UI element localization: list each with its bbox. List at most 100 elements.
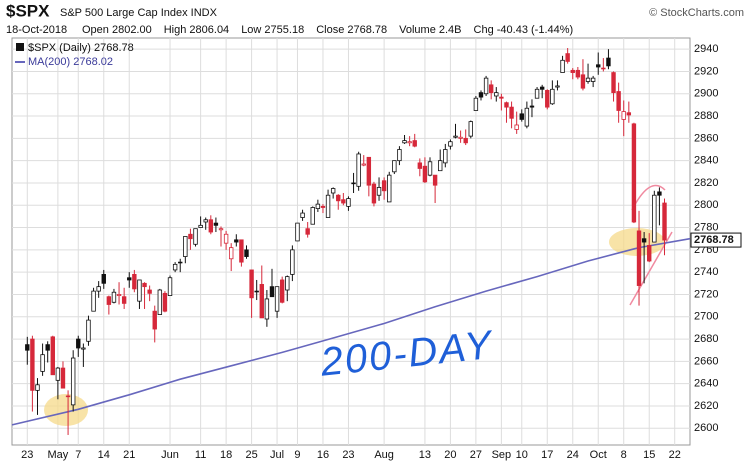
- candle-body: [269, 286, 275, 298]
- candle-body: [45, 344, 50, 351]
- y-tick-label: 2780: [694, 221, 718, 233]
- plot-frame: [11, 37, 691, 446]
- y-tick-label: 2600: [694, 422, 718, 434]
- candle-body: [407, 141, 412, 144]
- candle-body: [234, 239, 239, 243]
- candle-body: [453, 135, 458, 138]
- x-tick-label: 11: [195, 449, 206, 461]
- candle-body: [193, 228, 198, 245]
- candle-body: [392, 160, 397, 173]
- candle-body: [397, 149, 402, 162]
- candle-body: [167, 277, 173, 296]
- x-tick-label: 13: [419, 449, 431, 461]
- y-tick-label: 2840: [694, 155, 718, 167]
- candle-body: [468, 121, 473, 137]
- candle-body: [106, 296, 112, 305]
- legend-swatch: [16, 43, 24, 51]
- candle-body: [565, 53, 570, 62]
- candle-body: [641, 238, 647, 243]
- candle-body: [60, 367, 66, 389]
- y-tick-label: 2920: [694, 65, 718, 77]
- y-tick-label: 2940: [694, 43, 718, 55]
- candle-body: [529, 105, 535, 108]
- candle-body: [611, 72, 616, 94]
- candle-body: [305, 228, 310, 235]
- candle-body: [142, 282, 147, 288]
- candle-body: [387, 174, 392, 203]
- plot: [11, 48, 691, 435]
- candle-body: [101, 273, 106, 284]
- candle-body: [443, 149, 448, 164]
- candle-body: [412, 140, 417, 147]
- candle-body: [162, 292, 168, 312]
- y-tick-label: 2700: [694, 311, 718, 323]
- x-tick-label: 16: [317, 449, 329, 461]
- candle-body: [438, 160, 443, 172]
- candle-body: [366, 156, 372, 186]
- candle-body: [259, 284, 264, 319]
- candle-body: [264, 298, 270, 320]
- candle-body: [504, 102, 509, 108]
- stat: Low 2755.18: [241, 24, 304, 36]
- candle-body: [239, 239, 244, 263]
- candle-body: [229, 247, 234, 260]
- y-tick-label: 2740: [694, 266, 718, 278]
- ma-line: [11, 237, 691, 426]
- x-tick-label: 21: [123, 449, 135, 461]
- candle-body: [346, 198, 351, 207]
- candle-body: [198, 224, 203, 228]
- candle-body: [290, 249, 295, 275]
- x-tick-label: Jul: [270, 449, 284, 461]
- candle-body: [601, 67, 606, 70]
- candle-body: [341, 199, 346, 204]
- y-tick-label: 2620: [694, 400, 718, 412]
- candle-body: [381, 180, 387, 192]
- y-tick-label: 2820: [694, 177, 718, 189]
- y-tick-label: 2660: [694, 355, 718, 367]
- candle-body: [279, 279, 285, 303]
- candle-body: [320, 205, 326, 208]
- candle-body: [157, 289, 163, 315]
- candle-body: [40, 354, 45, 372]
- candle-body: [172, 263, 178, 271]
- candle-body: [336, 194, 341, 202]
- price-tag: [690, 232, 742, 248]
- x-tick-label: 22: [669, 449, 681, 461]
- x-tick-label: 20: [444, 449, 456, 461]
- candle-body: [86, 319, 91, 342]
- candle-body: [76, 338, 81, 349]
- candle-body: [127, 277, 132, 281]
- x-tick-label: Oct: [590, 449, 607, 461]
- candle-body: [96, 286, 101, 292]
- stats: Open 2802.00 High 2806.04 Low 2755.18 Close…: [82, 24, 573, 36]
- y-tick-label: 2900: [694, 88, 718, 100]
- highlight: [44, 394, 88, 426]
- x-tick-label: Aug: [374, 449, 394, 461]
- candle-body: [448, 141, 453, 147]
- x-tick-label: 27: [470, 449, 482, 461]
- candle-body: [70, 357, 76, 406]
- stat: Close 2768.78: [316, 24, 387, 36]
- x-tick-label: Jun: [161, 449, 179, 461]
- candle-body: [539, 86, 545, 90]
- candle-body: [514, 124, 519, 130]
- x-tick-label: 15: [643, 449, 655, 461]
- candle-body: [550, 88, 555, 105]
- candle-body: [432, 174, 438, 186]
- y-tick-label: 2800: [694, 199, 718, 211]
- candle-body: [575, 69, 581, 78]
- candle-body: [519, 113, 524, 120]
- y-tick-label: 2680: [694, 333, 718, 345]
- candle-body: [50, 336, 55, 376]
- candle-body: [132, 273, 137, 290]
- candle-body: [183, 236, 188, 257]
- x-tick-label: 8: [621, 449, 627, 461]
- candle-body: [254, 290, 259, 293]
- candle-body: [178, 261, 183, 264]
- candle-body: [652, 194, 657, 243]
- candle-body: [152, 310, 157, 330]
- candle-body: [81, 347, 86, 350]
- candle-body: [274, 286, 280, 312]
- symbol: $SPX: [6, 1, 50, 20]
